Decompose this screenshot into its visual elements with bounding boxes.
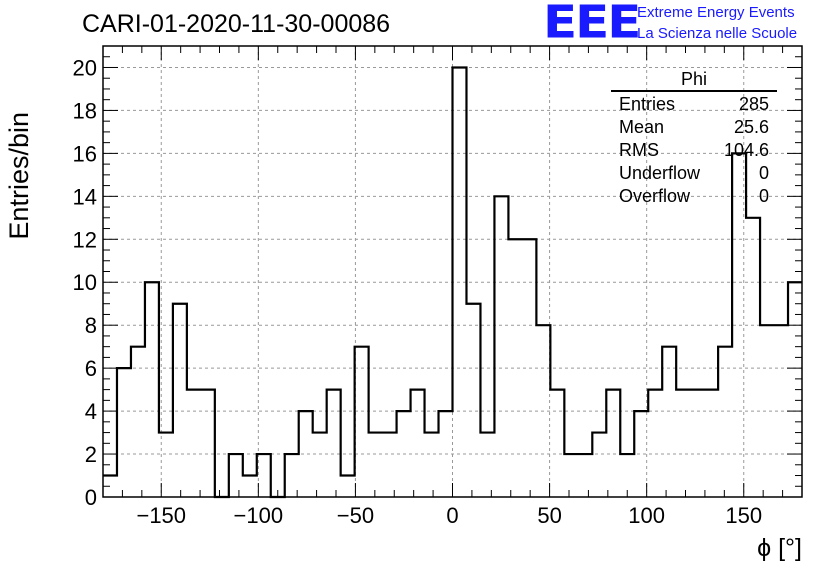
histogram-bin xyxy=(662,347,676,497)
y-tick-label: 14 xyxy=(73,184,97,209)
histogram-bin xyxy=(383,433,397,497)
stats-row-rms: RMS 104.6 xyxy=(611,139,777,162)
stats-value: 104.6 xyxy=(723,140,769,160)
y-axis-label: Entries/bin xyxy=(4,112,34,240)
histogram-bin xyxy=(634,411,648,497)
histogram-bin xyxy=(201,390,215,497)
x-tick-label: −100 xyxy=(234,503,284,528)
stats-row-mean: Mean 25.6 xyxy=(611,116,777,139)
stats-label: Underflow xyxy=(619,163,701,183)
x-tick-label: 50 xyxy=(537,503,561,528)
y-tick-label: 6 xyxy=(85,356,97,381)
histogram-outline xyxy=(103,66,802,499)
histogram-bin xyxy=(117,368,131,497)
histogram-bin xyxy=(564,454,578,497)
histogram-bin xyxy=(718,347,732,497)
histogram-bin xyxy=(341,476,355,497)
histogram-bin xyxy=(229,454,243,497)
histogram-bin xyxy=(173,304,187,497)
stats-row-entries: Entries 285 xyxy=(611,93,777,116)
histogram-bin xyxy=(466,304,480,497)
histogram-bin xyxy=(243,476,257,497)
x-tick-label: 150 xyxy=(725,503,762,528)
x-tick-label: −150 xyxy=(136,503,186,528)
stats-value: 285 xyxy=(738,94,769,114)
y-tick-label: 20 xyxy=(73,55,97,80)
x-tick-label: 0 xyxy=(446,503,458,528)
x-tick-label: 100 xyxy=(628,503,665,528)
stats-value: 0 xyxy=(758,163,769,183)
histogram-bin xyxy=(480,433,494,497)
histogram-bin xyxy=(606,390,620,497)
histogram-bin xyxy=(257,454,271,497)
y-tick-label: 10 xyxy=(73,270,97,295)
histogram-bin xyxy=(285,454,299,497)
histogram-bin xyxy=(355,347,369,497)
stats-title: Phi xyxy=(611,68,777,92)
eee-logo: EEE xyxy=(543,0,641,49)
stats-value: 25.6 xyxy=(733,117,769,137)
histogram-bin xyxy=(578,454,592,497)
histogram-bin xyxy=(704,390,718,497)
stats-label: Overflow xyxy=(619,186,691,206)
histogram-bin xyxy=(313,433,327,497)
stats-label: RMS xyxy=(619,140,659,160)
histogram-bin xyxy=(425,433,439,497)
histogram-bin xyxy=(187,390,201,497)
histogram-bin xyxy=(299,411,313,497)
x-tick-label: −50 xyxy=(337,503,374,528)
histogram-bin xyxy=(690,390,704,497)
y-tick-label: 16 xyxy=(73,141,97,166)
y-tick-label: 4 xyxy=(85,399,97,424)
histogram-bin xyxy=(676,390,690,497)
histogram-bin xyxy=(550,390,564,497)
stats-row-underflow: Underflow 0 xyxy=(611,162,777,185)
org-name: Extreme Energy Events xyxy=(637,4,795,21)
y-tick-label: 8 xyxy=(85,313,97,338)
histogram-bin xyxy=(369,433,383,497)
stats-label: Mean xyxy=(619,117,665,137)
org-subtitle: La Scienza nelle Scuole xyxy=(637,25,798,42)
x-axis-label: ϕ [°] xyxy=(757,534,802,562)
histogram-bin xyxy=(648,390,662,497)
y-tick-label: 18 xyxy=(73,98,97,123)
histogram-bin xyxy=(327,390,341,497)
stats-row-overflow: Overflow 0 xyxy=(611,185,777,208)
stats-value: 0 xyxy=(758,186,769,206)
y-tick-label: 0 xyxy=(85,485,97,510)
histogram-bin xyxy=(411,390,425,497)
histogram-bin xyxy=(131,347,145,497)
histogram-bin xyxy=(746,218,760,497)
chart-title: CARI-01-2020-11-30-00086 xyxy=(82,10,391,38)
stats-box: Phi Entries 285 Mean 25.6 RMS 104.6 Unde… xyxy=(611,68,777,208)
y-tick-label: 12 xyxy=(73,227,97,252)
histogram-bin xyxy=(494,196,508,497)
y-tick-label: 2 xyxy=(85,442,97,467)
histogram-bin xyxy=(592,433,606,497)
stats-label: Entries xyxy=(619,94,676,114)
histogram-bin xyxy=(508,239,522,497)
histogram-bin xyxy=(145,282,159,497)
